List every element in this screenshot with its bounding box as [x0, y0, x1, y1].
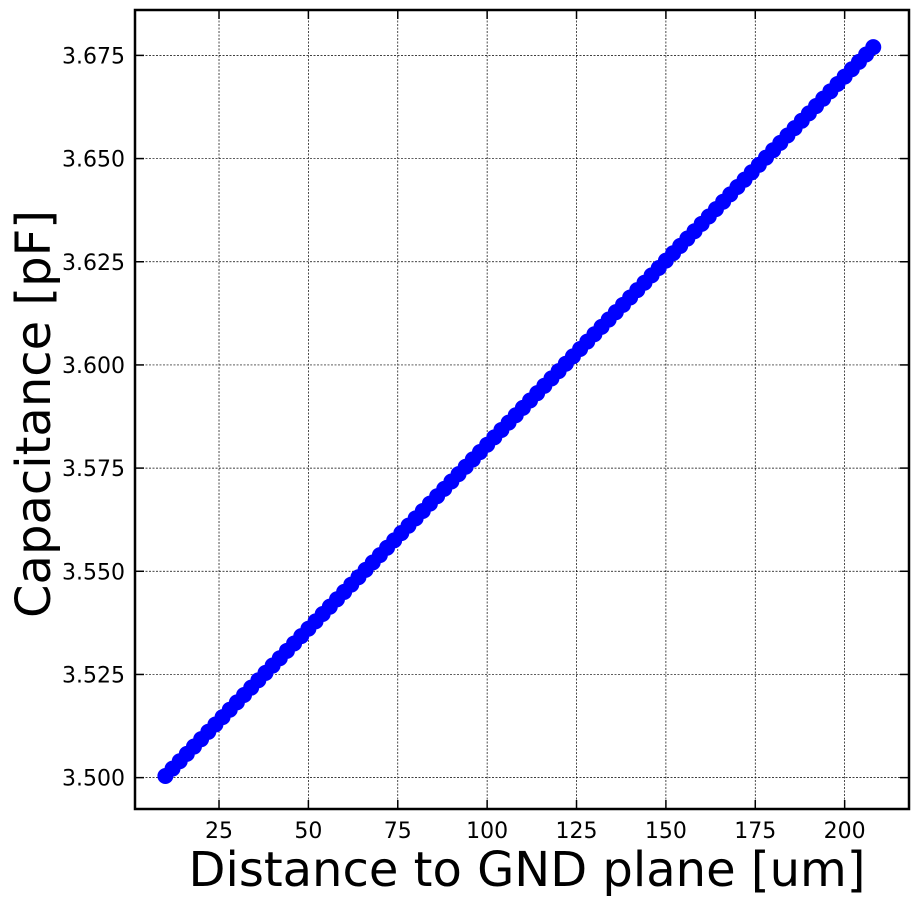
- x-tick-label: 125: [556, 819, 598, 844]
- y-tick-label: 3.675: [62, 44, 125, 69]
- y-tick-label: 3.525: [62, 663, 125, 688]
- y-tick-label: 3.575: [62, 457, 125, 482]
- grid-lines: [135, 10, 909, 809]
- x-tick-label: 200: [824, 819, 866, 844]
- data-points: [157, 39, 882, 784]
- y-tick-label: 3.550: [62, 560, 125, 585]
- x-tick-label: 25: [205, 819, 233, 844]
- axis-ticks: [135, 10, 909, 809]
- x-tick-label: 75: [384, 819, 412, 844]
- y-tick-label: 3.600: [62, 354, 125, 379]
- plot-frame: [133, 8, 911, 811]
- x-tick-label: 150: [645, 819, 687, 844]
- x-axis-title: Distance to GND plane [um]: [189, 842, 866, 898]
- x-tick-label: 175: [734, 819, 776, 844]
- x-tick-label: 100: [466, 819, 508, 844]
- y-tick-label: 3.650: [62, 148, 125, 173]
- x-tick-label: 50: [294, 819, 322, 844]
- data-point: [865, 39, 882, 56]
- y-tick-label: 3.500: [62, 767, 125, 792]
- y-axis-title: Capacitance [pF]: [6, 210, 62, 618]
- y-tick-label: 3.625: [62, 251, 125, 276]
- tick-labels: 25 50 75 100 125 150 175 200 3.500 3.525 3.550 3.57…: [62, 44, 866, 844]
